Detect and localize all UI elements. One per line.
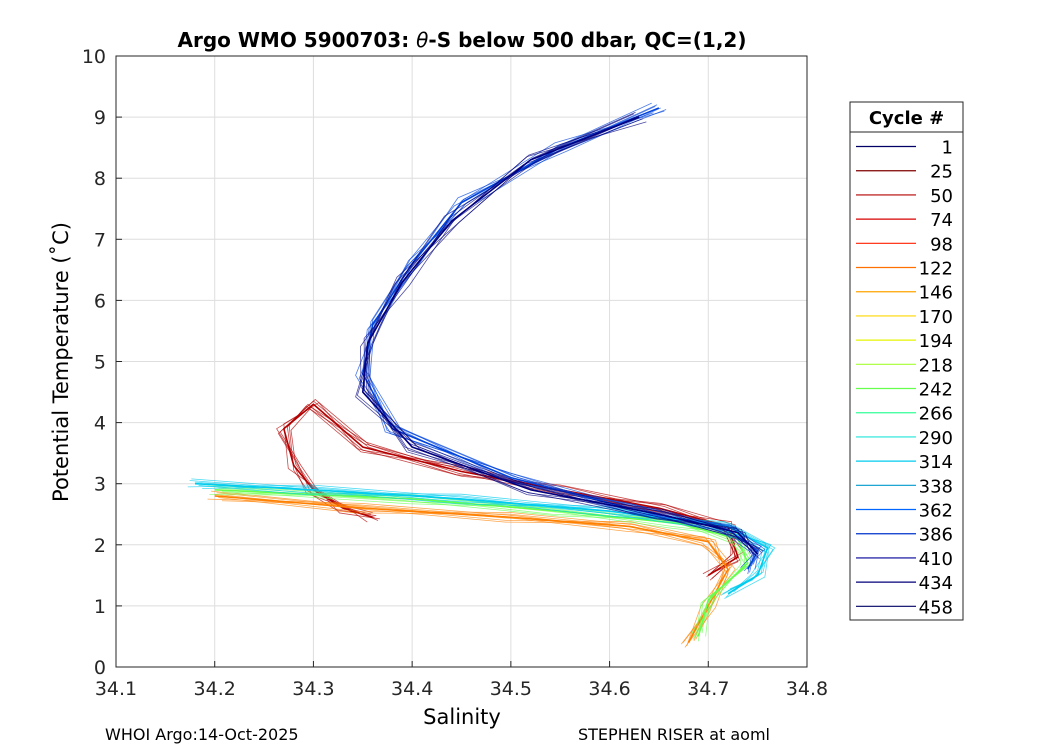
data-series bbox=[187, 102, 776, 648]
y-tick-label: 2 bbox=[94, 535, 106, 557]
series-line-variant bbox=[221, 491, 751, 639]
footer-date: WHOI Argo:14-Oct-2025 bbox=[105, 725, 299, 744]
y-tick-label: 8 bbox=[94, 168, 106, 190]
legend-label: 25 bbox=[930, 162, 953, 183]
series-line-variant bbox=[365, 119, 757, 556]
x-tick-labels: 34.1 34.2 34.3 34.4 34.5 34.6 34.7 34.8 bbox=[95, 678, 828, 700]
y-tick-label: 5 bbox=[94, 352, 106, 374]
x-tick-label: 34.7 bbox=[687, 678, 729, 700]
y-tick-label: 0 bbox=[94, 657, 106, 679]
y-tick-label: 1 bbox=[94, 596, 106, 618]
axes bbox=[115, 55, 808, 668]
legend-title: Cycle # bbox=[869, 108, 944, 129]
series-line-variant bbox=[187, 484, 772, 598]
x-tick-label: 34.5 bbox=[490, 678, 532, 700]
legend: Cycle # 1 25 50 74 98 122 146 170 194 218 242 266 290… bbox=[849, 101, 964, 621]
y-tick-label: 3 bbox=[94, 474, 106, 496]
y-tick-label: 9 bbox=[94, 107, 106, 129]
series-line-variant bbox=[221, 500, 731, 648]
legend-label: 218 bbox=[919, 355, 953, 376]
legend-label: 122 bbox=[919, 259, 953, 280]
legend-label: 386 bbox=[919, 525, 953, 546]
y-tick-label: 7 bbox=[94, 229, 106, 251]
chart-title: Argo WMO 5900703: θ-S below 500 dbar, QC… bbox=[178, 28, 747, 52]
y-tick-label: 10 bbox=[82, 46, 106, 68]
series-line-variant bbox=[355, 116, 762, 553]
plot-frame bbox=[115, 55, 808, 668]
y-tick-label: 4 bbox=[94, 413, 106, 435]
legend-label: 314 bbox=[919, 452, 953, 473]
legend-label: 146 bbox=[919, 283, 953, 304]
legend-label: 50 bbox=[930, 186, 953, 207]
legend-label: 362 bbox=[919, 501, 953, 522]
series-line bbox=[361, 116, 759, 555]
title-theta: θ bbox=[416, 28, 428, 52]
series-line-variant bbox=[367, 112, 759, 565]
x-axis-label: Salinity bbox=[423, 705, 501, 729]
y-tick-labels: 0 1 2 3 4 5 6 7 8 9 10 bbox=[82, 46, 106, 679]
x-tick-label: 34.8 bbox=[786, 678, 828, 700]
legend-label: 74 bbox=[930, 210, 953, 231]
title-suffix: -S below 500 dbar, QC=(1,2) bbox=[428, 28, 746, 52]
legend-label: 290 bbox=[919, 428, 953, 449]
legend-label: 434 bbox=[919, 573, 953, 594]
legend-label: 266 bbox=[919, 404, 953, 425]
x-tick-label: 34.1 bbox=[95, 678, 137, 700]
legend-label: 338 bbox=[919, 476, 953, 497]
x-tick-label: 34.3 bbox=[292, 678, 334, 700]
x-tick-label: 34.6 bbox=[588, 678, 630, 700]
y-tick-label: 6 bbox=[94, 290, 106, 312]
series-line-variant bbox=[218, 497, 727, 645]
title-prefix: Argo WMO 5900703: bbox=[178, 28, 417, 52]
legend-label: 458 bbox=[919, 597, 953, 618]
series-line-variant bbox=[360, 118, 751, 555]
series-line-variant bbox=[369, 105, 760, 570]
legend-label: 410 bbox=[919, 549, 953, 570]
y-axis-label: Potential Temperature (˚C) bbox=[49, 222, 73, 502]
legend-label: 98 bbox=[930, 234, 953, 255]
series-line-variant bbox=[356, 115, 764, 552]
footer-author: STEPHEN RISER at aoml bbox=[578, 725, 770, 744]
legend-label: 242 bbox=[919, 380, 953, 401]
series-line-variant bbox=[369, 111, 760, 560]
x-tick-label: 34.2 bbox=[194, 678, 236, 700]
x-tick-label: 34.4 bbox=[391, 678, 433, 700]
legend-label: 170 bbox=[919, 307, 953, 328]
legend-label: 1 bbox=[942, 138, 953, 159]
legend-label: 194 bbox=[919, 331, 953, 352]
